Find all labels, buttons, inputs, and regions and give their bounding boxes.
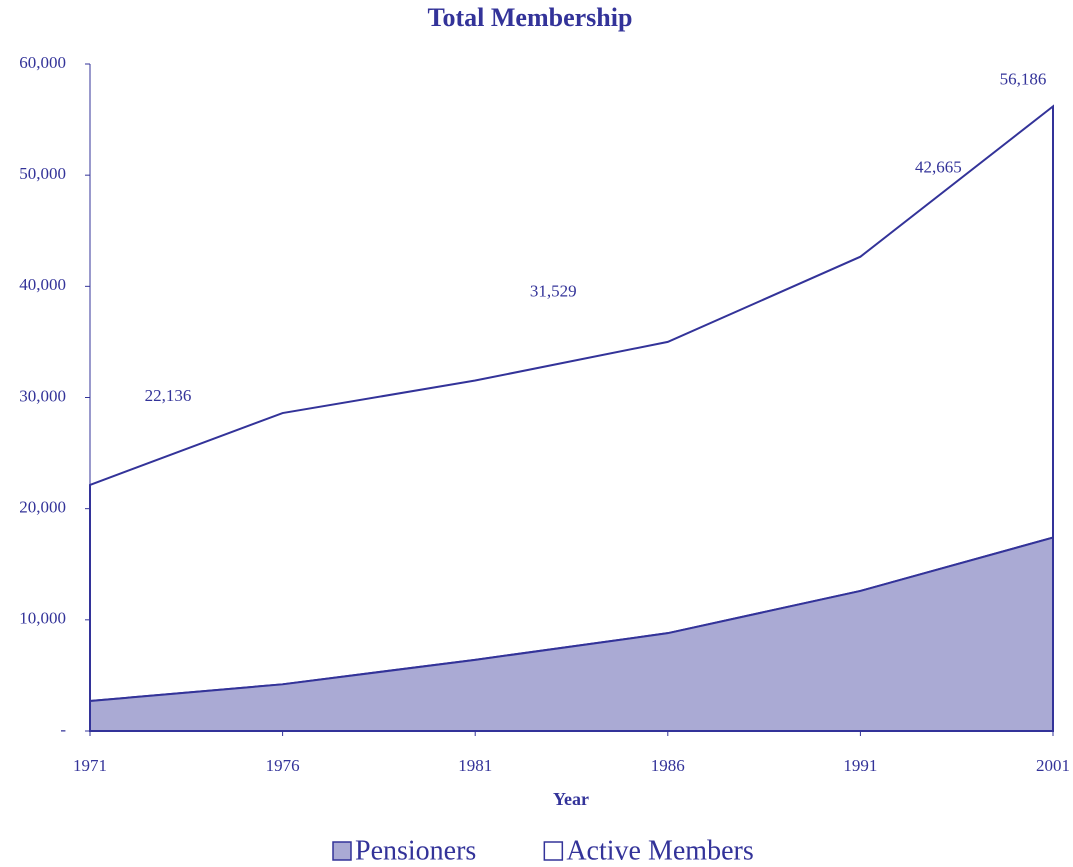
x-tick-label: 2001 [1036,756,1070,775]
x-axis-title: Year [553,789,589,809]
y-tick-label: 60,000 [19,53,66,72]
x-tick-label: 1986 [651,756,685,775]
y-tick-label: - [60,720,66,739]
data-label: 42,665 [915,158,962,177]
legend-label: Pensioners [355,835,476,866]
area [89,536,1054,732]
data-label: 56,186 [1000,69,1047,88]
y-tick-label: 30,000 [19,386,66,405]
x-tick-label: 1981 [458,756,492,775]
y-tick-label: 10,000 [19,609,66,628]
x-tick-label: 1991 [843,756,877,775]
y-tick-label: 40,000 [19,275,66,294]
x-tick-label: 1976 [266,756,300,775]
legend-label: Active Members [566,835,753,866]
data-label: 22,136 [145,386,192,405]
x-tick-label: 1971 [73,756,107,775]
data-label: 31,529 [530,281,577,300]
y-tick-label: 20,000 [19,498,66,517]
legend-swatch [332,841,352,861]
chart-title: Total Membership [428,3,633,32]
y-tick-label: 50,000 [19,164,66,183]
legend-swatch [543,841,564,861]
